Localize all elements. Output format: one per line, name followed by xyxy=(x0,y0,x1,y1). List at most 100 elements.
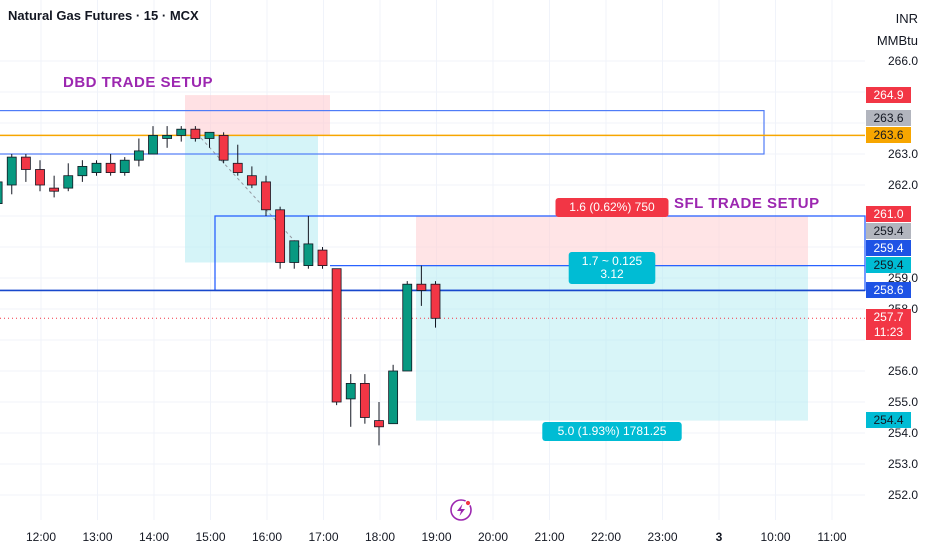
price-badge-bg xyxy=(866,223,911,239)
sfl-target-label-bg xyxy=(542,422,682,441)
x-tick-label: 21:00 xyxy=(534,530,564,544)
candle-up xyxy=(162,134,173,139)
y-tick-label: 263.0 xyxy=(888,147,918,161)
sfl-target-label: 5.0 (1.93%) 1781.25 xyxy=(558,424,667,438)
price-badge: 259.4 xyxy=(873,241,903,255)
x-tick-label: 12:00 xyxy=(26,530,56,544)
candle-up xyxy=(303,243,314,266)
candle-down xyxy=(35,169,45,186)
price-badge: 254.4 xyxy=(873,413,903,427)
candle-down xyxy=(430,283,441,319)
candle-up xyxy=(204,131,215,139)
price-badge: 259.4 xyxy=(873,258,903,272)
price-badge-bg xyxy=(866,412,911,428)
x-tick-label: 11:00 xyxy=(817,530,846,544)
y-tick-label: 266.0 xyxy=(888,54,918,68)
sfl-entry-label: 1.7 ~ 0.125 xyxy=(582,254,643,268)
candle-down xyxy=(317,249,328,267)
currency-label: INR xyxy=(895,11,918,26)
time-axis: 12:00 13:00 14:00 15:00 16:00 17:00 18:00 19:00… xyxy=(26,530,847,544)
x-tick-label: 19:00 xyxy=(421,530,451,544)
price-badge-bg xyxy=(866,257,911,273)
sfl-target-zone xyxy=(416,265,808,421)
price-badges-layer: 264.9 263.6 263.6 261.0 259.4 259.4 259.4 258.6… xyxy=(866,87,911,428)
candle-down xyxy=(374,420,384,428)
candle-up xyxy=(77,165,88,177)
price-badge: 261.0 xyxy=(873,207,903,221)
candle-up xyxy=(0,181,3,204)
candle-down xyxy=(105,162,116,174)
x-tick-label: 15:00 xyxy=(195,530,225,544)
price-badge-bg xyxy=(866,87,911,103)
x-tick-label: 23:00 xyxy=(647,530,677,544)
x-tick-label: 14:00 xyxy=(139,530,169,544)
candle-up xyxy=(91,162,102,174)
candle-up xyxy=(289,240,300,263)
price-badge: 264.9 xyxy=(873,88,903,102)
candle-down xyxy=(246,175,257,186)
price-badge-bg xyxy=(866,282,911,298)
candle-up xyxy=(148,134,158,155)
price-badge-bg xyxy=(866,206,911,222)
candle-up xyxy=(402,283,413,372)
candle-up xyxy=(63,175,74,189)
candle-up xyxy=(6,156,17,186)
price-badge: 263.6 xyxy=(873,111,903,125)
price-badge-bg xyxy=(866,240,911,256)
price-badge: 11:23 xyxy=(874,325,903,339)
candle-down xyxy=(275,209,286,263)
y-tick-label: 255.0 xyxy=(888,395,918,409)
candles-layer xyxy=(0,126,441,446)
price-badge-bg xyxy=(866,324,911,340)
x-tick-label: 18:00 xyxy=(365,530,395,544)
candle-down xyxy=(218,134,229,161)
x-tick-label: 13:00 xyxy=(82,530,112,544)
price-badge: 258.6 xyxy=(873,283,903,297)
y-tick-label: 256.0 xyxy=(888,364,918,378)
unit-label: MMBtu xyxy=(876,33,918,48)
price-badge: 259.4 xyxy=(873,224,903,238)
x-tick-label: 10:00 xyxy=(760,530,790,544)
candle-down xyxy=(20,156,31,170)
candle-up xyxy=(119,159,130,173)
candle-down xyxy=(331,268,342,403)
lightning-icon[interactable] xyxy=(450,499,472,521)
candle-up xyxy=(345,382,356,400)
x-tick-label: 16:00 xyxy=(252,530,282,544)
dbd-zone-rect xyxy=(0,109,765,155)
sfl-entry-label-bg xyxy=(568,252,656,284)
y-tick-label: 252.0 xyxy=(888,488,918,502)
price-badge-bg xyxy=(866,127,911,143)
candle-down xyxy=(359,382,370,418)
candle-up xyxy=(388,370,399,425)
x-tick-label: 17:00 xyxy=(308,530,338,544)
candle-down xyxy=(190,128,201,139)
candle-up xyxy=(133,150,144,161)
candle-down xyxy=(49,187,60,192)
sfl-entry-label: 3.12 xyxy=(600,267,624,281)
candle-down xyxy=(261,181,271,211)
x-tick-label: 22:00 xyxy=(591,530,621,544)
x-tick-label: 3 xyxy=(716,530,723,544)
dbd-setup-label: DBD TRADE SETUP xyxy=(63,74,213,91)
y-tick-label: 254.0 xyxy=(888,426,918,440)
x-tick-label: 20:00 xyxy=(478,530,508,544)
annotation-labels-layer: DBD TRADE SETUP SFL TRADE SETUP 1.6 (0.62%… xyxy=(63,74,820,441)
dbd-stop-zone xyxy=(185,95,330,136)
price-badge: 263.6 xyxy=(873,128,903,142)
candle-up xyxy=(176,128,187,136)
candle-down xyxy=(232,162,243,174)
price-badge-bg xyxy=(866,110,911,126)
y-tick-label: 262.0 xyxy=(888,178,918,192)
symbol-title[interactable]: Natural Gas Futures · 15 · MCX xyxy=(8,8,199,23)
y-tick-label: 253.0 xyxy=(888,457,918,471)
sfl-risk-label-bg xyxy=(555,198,669,217)
price-badge-bg xyxy=(866,309,911,325)
price-badge: 257.7 xyxy=(873,310,903,324)
y-tick-label: 259.0 xyxy=(888,271,918,285)
candle-down xyxy=(416,283,427,291)
price-axis: 266.0263.0262.0259.0258.0256.0255.0254.0… xyxy=(888,54,918,502)
currency-unit[interactable]: INR MMBtu xyxy=(877,8,918,52)
sfl-setup-label: SFL TRADE SETUP xyxy=(674,195,820,212)
